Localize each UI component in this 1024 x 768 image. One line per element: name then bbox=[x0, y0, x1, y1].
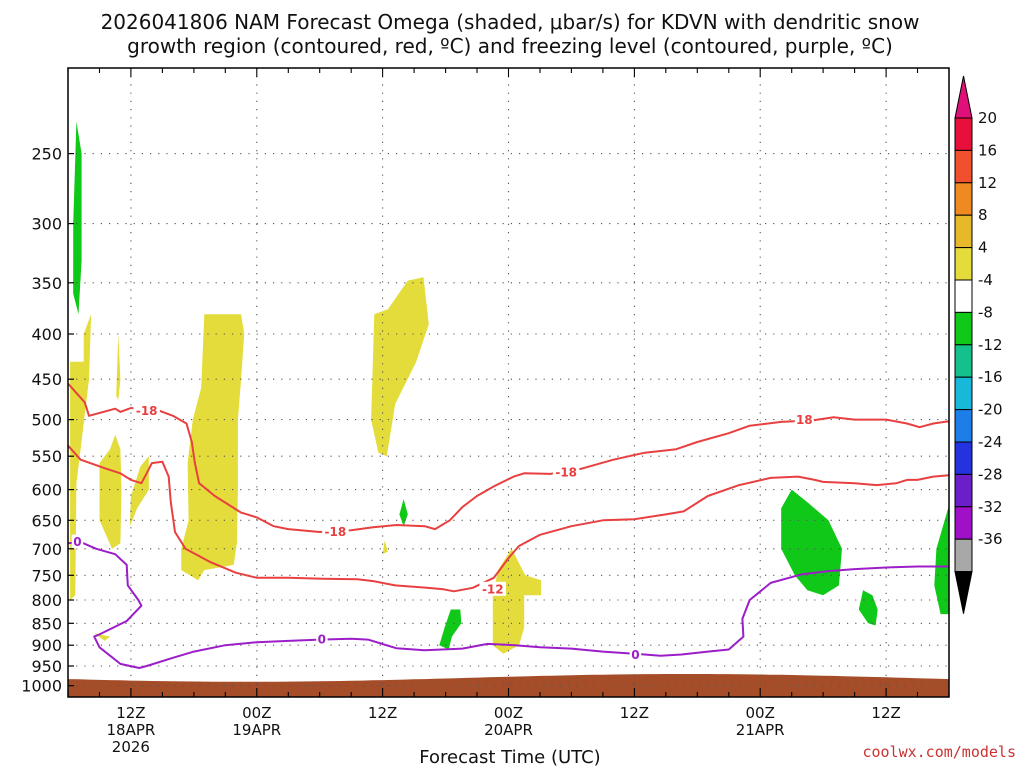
contour-label-bg bbox=[133, 403, 160, 418]
contour-label-bg bbox=[629, 647, 642, 662]
colorbar-bottom-arrow bbox=[954, 571, 973, 614]
omega-region-2 bbox=[116, 334, 121, 400]
y-tick-label: 1000 bbox=[21, 677, 62, 696]
contour-label: -18 bbox=[136, 404, 158, 418]
contour-label: -18 bbox=[555, 465, 577, 479]
omega-region-8 bbox=[492, 548, 541, 654]
colorbar-swatch bbox=[954, 409, 973, 443]
y-tick-label: 500 bbox=[31, 411, 62, 430]
x-axis-label: Forecast Time (UTC) bbox=[419, 747, 600, 768]
source-credit: coolwx.com/models bbox=[862, 743, 1016, 761]
contour-label-bg bbox=[316, 632, 328, 647]
colorbar-swatch bbox=[954, 247, 973, 281]
y-tick-label: 600 bbox=[31, 481, 62, 500]
contour-line-2 bbox=[68, 444, 949, 593]
omega-region-5 bbox=[181, 314, 245, 581]
colorbar-level-label: 12 bbox=[978, 174, 997, 192]
y-tick-label: 400 bbox=[31, 325, 62, 344]
x-tick-label: 12Z bbox=[871, 704, 900, 722]
y-axis: 250 300 350 400 450 500 550 600 650 700 750 800 850 9… bbox=[21, 145, 74, 696]
contour-label-bg bbox=[479, 581, 506, 596]
colorbar-swatch bbox=[954, 473, 973, 508]
omega-shading-layer bbox=[70, 121, 949, 654]
y-tick-label: 800 bbox=[31, 591, 62, 610]
y-tick-label: 250 bbox=[31, 145, 62, 164]
colorbar-level-label: -8 bbox=[978, 303, 993, 321]
y-tick-label: 750 bbox=[31, 566, 62, 585]
y-tick-label: 850 bbox=[31, 614, 62, 633]
colorbar-swatch bbox=[954, 376, 973, 411]
contour-label-bg bbox=[71, 534, 84, 549]
colorbar-level-label: -16 bbox=[978, 368, 1003, 386]
omega-region-3 bbox=[99, 434, 122, 549]
contour-label: 18 bbox=[796, 413, 813, 427]
colorbar-swatch bbox=[954, 149, 973, 184]
omega-region-11 bbox=[399, 499, 408, 527]
y-tick-label: 700 bbox=[31, 540, 62, 559]
omega-region-1 bbox=[70, 314, 92, 600]
contour-label-bg bbox=[322, 524, 349, 539]
omega-region-13 bbox=[781, 489, 842, 596]
colorbar-top-arrow bbox=[954, 75, 973, 119]
x-tick-label: 00Z 20APR bbox=[484, 704, 533, 739]
colorbar-swatch bbox=[954, 279, 973, 313]
omega-region-12 bbox=[439, 609, 462, 650]
x-tick-label: 00Z 19APR bbox=[232, 704, 281, 739]
y-tick-label: 900 bbox=[31, 636, 62, 655]
omega-region-4 bbox=[129, 456, 149, 527]
contour-label: -12 bbox=[482, 582, 504, 596]
y-tick-label: 650 bbox=[31, 511, 62, 530]
colorbar: 20 16 12 8 4 -4 -8 -12 -16 -20 -24 -28 -32 -36 bbox=[954, 75, 1003, 614]
x-tick-label: 12Z 18APR 2026 bbox=[106, 704, 155, 756]
colorbar-level-label: 4 bbox=[978, 239, 988, 257]
y-tick-label: 350 bbox=[31, 274, 62, 293]
omega-region-15 bbox=[934, 505, 949, 615]
colorbar-level-label: 8 bbox=[978, 206, 988, 224]
colorbar-level-label: 16 bbox=[978, 141, 997, 159]
contour-label-layer: -18 -18 -18 18 -12 0 0 0 bbox=[71, 403, 814, 662]
contour-label: 0 bbox=[73, 535, 81, 549]
contour-label: 0 bbox=[318, 633, 326, 647]
contour-line-3 bbox=[68, 541, 949, 669]
x-tick-label: 12Z bbox=[620, 704, 649, 722]
colorbar-level-label: -20 bbox=[978, 401, 1003, 419]
colorbar-swatch bbox=[954, 506, 973, 540]
contour-label-bg bbox=[794, 412, 814, 427]
chart-title-line-2: growth region (contoured, red, ºC) and f… bbox=[127, 34, 893, 58]
contour-label: 0 bbox=[631, 648, 639, 662]
colorbar-swatch bbox=[954, 214, 973, 249]
terrain-ground bbox=[68, 674, 949, 697]
omega-region-14 bbox=[858, 590, 878, 626]
colorbar-swatch bbox=[954, 441, 973, 475]
y-tick-label: 950 bbox=[31, 657, 62, 676]
y-tick-label: 300 bbox=[31, 215, 62, 234]
colorbar-level-label: -12 bbox=[978, 336, 1003, 354]
colorbar-level-label: -24 bbox=[978, 433, 1003, 451]
colorbar-level-label: -32 bbox=[978, 498, 1003, 516]
chart-title-line-1: 2026041806 NAM Forecast Omega (shaded, μ… bbox=[101, 10, 920, 34]
colorbar-level-label: -36 bbox=[978, 530, 1003, 548]
x-axis: 12Z 18APR 2026 00Z 19APR 12Z 00Z 20APR 12Z 00Z 21A… bbox=[67, 68, 950, 756]
colorbar-level-label: 20 bbox=[978, 109, 997, 127]
omega-region-6 bbox=[371, 277, 429, 457]
colorbar-swatch bbox=[954, 117, 973, 151]
colorbar-swatch bbox=[954, 311, 973, 346]
omega-region-7 bbox=[382, 540, 388, 555]
y-tick-label: 550 bbox=[31, 447, 62, 466]
colorbar-level-label: -4 bbox=[978, 271, 993, 289]
omega-region-10 bbox=[73, 121, 82, 315]
colorbar-swatch bbox=[954, 182, 973, 216]
y-tick-label: 450 bbox=[31, 370, 62, 389]
colorbar-swatch bbox=[954, 344, 973, 378]
contour-label-bg bbox=[552, 464, 580, 479]
x-tick-label: 00Z 21APR bbox=[736, 704, 785, 739]
colorbar-level-label: -28 bbox=[978, 465, 1003, 483]
terrain-layer bbox=[68, 674, 949, 697]
contour-label: -18 bbox=[325, 525, 347, 539]
x-tick-label: 12Z bbox=[368, 704, 397, 722]
colorbar-swatch bbox=[954, 538, 973, 573]
